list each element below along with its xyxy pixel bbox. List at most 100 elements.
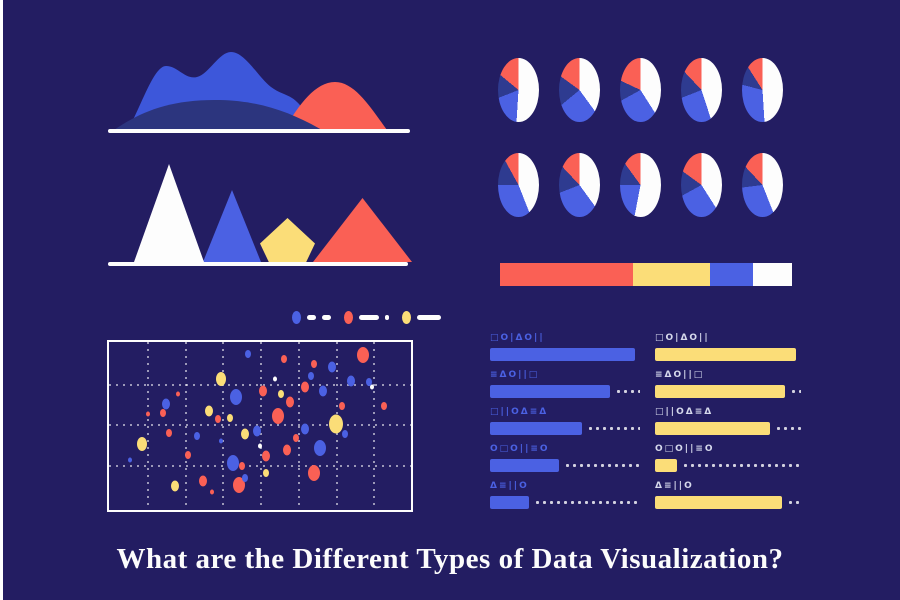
white-peak [134,164,204,262]
bar-chart-left: □O|ΔO|| ≡ΔO||□ □||OΔ≡Δ O□O||≡O Δ≡||O [490,333,640,518]
scatter-point [226,454,239,471]
scatter-point [365,378,372,387]
scatter-point [184,450,191,459]
bar-row-label: Δ≡||O [490,481,529,491]
area-chart-svg [108,52,410,133]
bar-row-label: ≡ΔO||□ [655,370,705,380]
scatter-point [356,347,369,364]
scatter-point [281,354,288,363]
pie-chart [681,153,722,217]
stacked-bar-segment [752,263,792,286]
scatter-point [341,430,348,439]
bar-fill [490,385,610,398]
triangle-chart [108,160,412,266]
bar-dotted-extension [787,496,801,509]
scatter-point [166,428,173,437]
scatter-point [241,474,248,483]
bar-dotted-extension [615,385,640,398]
bar-row: ≡ΔO||□ [490,370,640,398]
legend-item [402,310,441,324]
scatter-point [193,432,200,441]
bar-fill [490,348,635,361]
bar-row: □||OΔ≡Δ [655,407,801,435]
scatter-point [283,444,292,456]
scatter-point [128,457,133,463]
bar-fill [490,422,582,435]
bar-fill [490,459,559,472]
pie-chart [681,58,722,122]
scatter-point [232,476,245,493]
legend-dot [402,310,411,324]
scatter-plot-area [109,342,411,510]
red-peak [313,198,412,262]
bar-row: Δ≡||O [655,481,801,509]
bar-row-label: O□O||≡O [490,444,550,454]
scatter-point [229,389,242,406]
pie-chart [559,153,600,217]
stacked-bar-segment [500,263,633,286]
left-edge-strip [0,0,3,600]
scatter-point [214,415,221,424]
bar-dotted-extension [564,459,640,472]
bar-track [655,385,801,398]
bar-dotted-extension [789,385,801,398]
scatter-point [244,349,251,358]
scatter-point [176,391,181,397]
bar-row: □||OΔ≡Δ [490,407,640,435]
pie-row-1 [498,58,790,122]
scatter-point [160,408,167,417]
scatter-point [171,480,180,492]
bar-fill [490,496,529,509]
area-series-navy-foreground [114,99,322,130]
pie-chart [620,153,661,217]
scatter-point [162,398,171,410]
scatter-point [380,401,387,410]
bar-row: □O|ΔO|| [655,333,801,361]
scatter-gridline-horizontal [109,384,411,386]
scatter-point [218,438,223,444]
pie-row-2 [498,153,790,217]
scatter-point [146,411,151,417]
scatter-point [286,396,295,408]
scatter-point [311,359,318,368]
bar-row: ≡ΔO||□ [655,370,801,398]
scatter-point [308,465,321,482]
bar-fill [655,348,796,361]
scatter-gridline-horizontal [109,424,411,427]
area-chart-baseline [108,129,410,133]
legend-dash [322,314,331,320]
legend-dash [307,314,316,320]
scatter-point [308,371,315,380]
triangle-chart-baseline [108,262,408,266]
scatter-point [273,376,278,382]
bar-fill [655,496,783,509]
pie-chart [742,153,783,217]
scatter-point [259,385,268,397]
bar-dotted-extension [681,459,801,472]
scatter-point [338,401,345,410]
scatter-point [215,371,226,386]
bar-row-label: □||OΔ≡Δ [655,407,714,417]
legend-dot [292,310,301,324]
bar-row-label: □O|ΔO|| [490,333,545,343]
bar-row: □O|ΔO|| [490,333,640,361]
scatter-point [209,489,214,495]
area-series-red-hill [284,82,387,130]
bar-track [490,422,640,435]
scatter-point [319,385,328,397]
scatter-point [301,423,310,435]
pie-chart [498,58,539,122]
legend-dash [385,314,389,320]
legend-item [344,310,389,324]
scatter-gridline-horizontal [109,464,411,467]
scatter-legend [292,309,441,325]
scatter-point [240,428,249,440]
bar-fill [655,422,771,435]
bar-track [655,348,801,361]
bar-row-label: Δ≡||O [655,481,694,491]
bar-row: Δ≡||O [490,481,640,509]
pie-chart [559,58,600,122]
scatter-point [301,381,310,393]
bar-track [655,496,801,509]
scatter-point [252,425,261,437]
